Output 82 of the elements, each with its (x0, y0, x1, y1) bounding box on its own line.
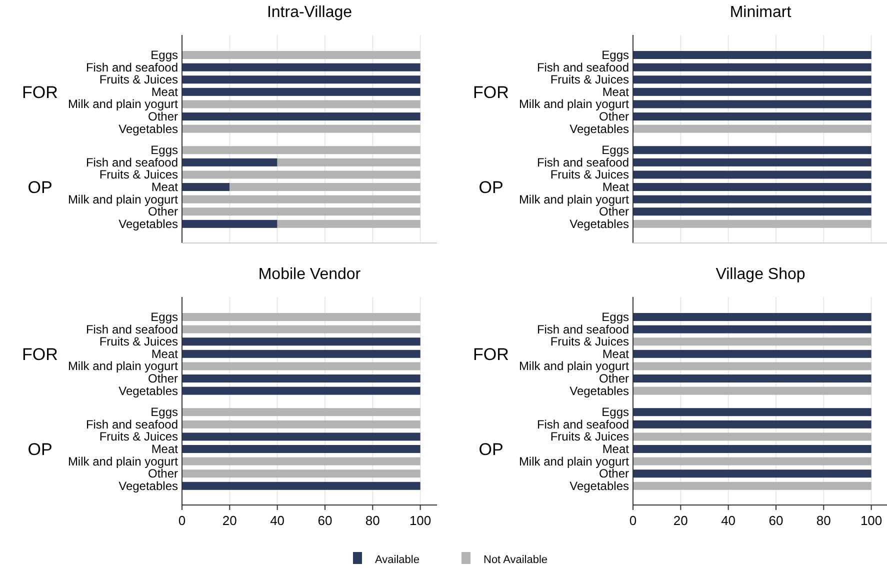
y-tick-label: Milk and plain yogurt (518, 192, 630, 206)
chart-title: Mobile Vendor (258, 266, 362, 283)
y-tick-label: Milk and plain yogurt (68, 97, 179, 112)
y-tick-label: Milk and plain yogurt (518, 454, 630, 468)
y-tick-label: Milk and plain yogurt (68, 359, 179, 374)
y-tick-label: Fruits & Juices (99, 72, 178, 87)
y-tick-label: Vegetables (570, 478, 629, 493)
x-tick-label: 40 (721, 513, 736, 528)
y-tick-label: Meat (602, 346, 630, 361)
y-tick-label: Fruits & Juices (550, 72, 629, 87)
y-tick-label: Fish and seafood (536, 60, 629, 74)
y-tick-label: Meat (151, 346, 179, 361)
y-tick-label: Fruits & Juices (99, 168, 178, 182)
x-tick-label: 20 (673, 513, 688, 528)
y-tick-label: Vegetables (570, 384, 629, 398)
y-tick-label: Fruits & Juices (550, 168, 629, 182)
x-tick-label: 60 (318, 513, 332, 528)
y-tick-label: Other (148, 372, 178, 386)
y-tick-label: Fish and seafood (86, 417, 178, 432)
x-tick-label: 100 (860, 513, 882, 528)
y-tick-label: Milk and plain yogurt (518, 97, 630, 112)
y-tick-label: Milk and plain yogurt (518, 359, 630, 374)
y-tick-label: Other (598, 110, 629, 124)
y-tick-label: Other (148, 204, 178, 219)
text: OP (28, 178, 52, 197)
text: OP (28, 440, 52, 459)
y-tick-label: Meat (151, 84, 179, 99)
x-tick-label: 80 (816, 513, 831, 528)
x-tick-label: 0 (178, 513, 186, 528)
text: OP (478, 178, 504, 197)
text: FOR (22, 344, 58, 364)
y-tick-label: Vegetables (118, 384, 178, 398)
y-tick-label: Meat (151, 442, 179, 456)
y-tick-label: Vegetables (118, 122, 178, 136)
y-tick-label: Eggs (602, 310, 629, 324)
y-tick-label: Meat (602, 84, 630, 99)
x-tick-label: 80 (365, 513, 380, 528)
y-tick-label: Eggs (150, 310, 178, 324)
x-tick-label: 0 (629, 513, 637, 528)
y-tick-label: Eggs (150, 143, 178, 158)
y-tick-label: Eggs (602, 48, 629, 62)
text: FOR (473, 344, 509, 364)
y-tick-label: Vegetables (570, 216, 629, 231)
y-tick-label: Other (148, 110, 178, 124)
x-tick-label: 60 (768, 513, 784, 528)
y-tick-label: Vegetables (118, 216, 178, 231)
y-tick-label: Vegetables (118, 478, 178, 493)
y-tick-label: Eggs (150, 405, 178, 420)
y-tick-label: Fruits & Juices (550, 430, 629, 444)
y-tick-label: Milk and plain yogurt (68, 454, 179, 468)
y-tick-label: Meat (602, 442, 630, 456)
text: OP (478, 440, 504, 459)
legend-label: Available (375, 554, 420, 566)
y-tick-label: Eggs (602, 143, 629, 158)
x-tick-label: 20 (222, 513, 237, 528)
y-tick-label: Meat (602, 180, 630, 194)
y-tick-label: Fish and seafood (536, 322, 629, 336)
chart-title: Minimart (730, 4, 792, 21)
y-tick-label: Fish and seafood (536, 417, 629, 432)
y-tick-label: Fruits & Juices (99, 430, 178, 444)
y-tick-label: Milk and plain yogurt (68, 192, 179, 206)
y-tick-label: Meat (151, 180, 179, 194)
y-tick-label: Vegetables (570, 122, 629, 136)
y-tick-label: Fish and seafood (86, 155, 178, 170)
x-tick-label: 40 (270, 513, 285, 528)
y-tick-label: Fruits & Juices (550, 334, 629, 349)
y-tick-label: Other (598, 204, 629, 219)
y-tick-label: Other (598, 372, 629, 386)
y-tick-label: Other (148, 466, 178, 481)
chart-title: Intra-Village (266, 4, 352, 21)
y-tick-label: Eggs (602, 405, 629, 420)
y-tick-label: Fish and seafood (86, 60, 178, 74)
text: FOR (473, 82, 509, 102)
legend-label: Not Available (484, 554, 548, 566)
y-tick-label: Fish and seafood (536, 155, 629, 170)
y-tick-label: Eggs (150, 48, 178, 62)
y-tick-label: Fruits & Juices (99, 334, 178, 349)
x-tick-label: 100 (409, 513, 432, 528)
chart-title: Village Shop (716, 266, 806, 283)
y-tick-label: Fish and seafood (86, 322, 178, 336)
text: FOR (22, 82, 58, 102)
y-tick-label: Other (598, 466, 629, 481)
